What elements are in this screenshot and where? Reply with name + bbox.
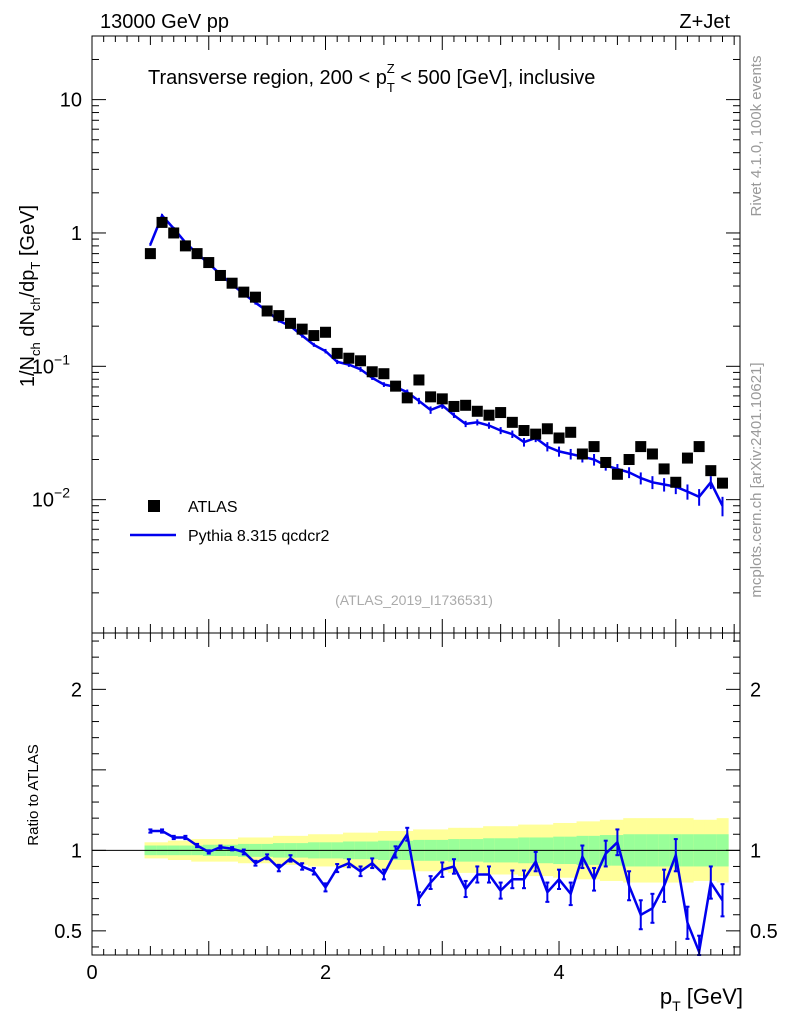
atlas-data-point [284,317,296,329]
main-panel: 10 1 10−1 10−2 Transverse region, 200 < pTZ… [17,35,741,634]
ratio-axis-ticks: 0.5 0.5 1 1 2 2 0 2 4 [54,633,778,984]
atlas-data-point [366,366,378,378]
header-left: 13000 GeV pp [100,11,229,33]
atlas-data-point [635,441,647,453]
atlas-data-point [541,423,553,435]
atlas-data-point [191,248,203,260]
x-axis-label: pT [GeV] [660,984,743,1014]
atlas-data-point [343,352,355,364]
atlas-data-point [460,399,472,411]
main-plot-area [144,213,728,517]
atlas-data-point [179,240,191,252]
atlas-data-point [600,456,612,468]
chart-title: Transverse region, 200 < pTZ < 500 [GeV]… [148,61,595,95]
ratio-panel: 0.5 0.5 1 1 2 2 0 2 4 Ratio to ATLAS pT [GeV] [25,632,778,1014]
atlas-data-point [273,310,285,322]
ratio-y-tick-label: 0.5 [54,921,82,943]
x-tick-label: 2 [320,962,331,984]
atlas-data-point [495,407,507,419]
atlas-data-point [670,476,682,488]
ratio-y-tick-label: 1 [71,840,82,862]
atlas-data-point [483,409,495,421]
atlas-data-point [518,425,530,437]
atlas-data-point [565,426,577,438]
atlas-data-point [506,416,518,428]
atlas-data-point [553,432,565,444]
atlas-data-point [716,477,728,489]
ratio-y-tick-label-right: 0.5 [750,921,778,943]
header-right: Z+Jet [679,11,730,33]
atlas-data-point [611,468,623,480]
atlas-data-point [471,405,483,417]
ratio-frame [91,632,741,956]
atlas-data-point [261,305,273,317]
legend-atlas-marker [148,500,160,512]
atlas-data-point [413,374,425,386]
mcplots-label: mcplots.cern.ch [arXiv:2401.10621] [748,362,765,597]
legend-mc-label: Pythia 8.315 qcdcr2 [188,528,330,545]
main-y-label: 1/Nch dNch/dpT [GeV] [17,205,43,387]
atlas-data-point [308,330,320,342]
main-axis-ticks: 10 1 10−1 10−2 [32,35,740,634]
atlas-data-point [530,428,542,440]
atlas-data-point [214,269,226,281]
y-tick-label: 1 [71,223,82,245]
x-tick-label: 4 [553,962,564,984]
y-tick-label: 10 [60,90,82,112]
atlas-data-point [623,454,635,466]
atlas-data-point [168,227,180,239]
atlas-data-point [425,391,437,403]
mc-series-line [149,213,724,507]
x-tick-label: 0 [86,962,97,984]
atlas-data-point [390,380,402,392]
atlas-data-point [226,277,238,289]
atlas-data-point [646,448,658,460]
ratio-y-tick-label-right: 2 [750,679,761,701]
atlas-data-point [203,257,215,269]
atlas-data-point [681,452,693,464]
atlas-data-point [156,216,168,228]
atlas-data-point [705,465,717,477]
analysis-label: (ATLAS_2019_I1736531) [335,592,493,608]
atlas-data-point [238,286,250,298]
atlas-data-point [576,448,588,460]
atlas-data-point [401,392,413,404]
atlas-data-point [296,323,308,335]
atlas-data-point [320,326,332,338]
ratio-y-label: Ratio to ATLAS [25,744,42,845]
y-tick-label: 10−2 [32,485,70,512]
ratio-plot-area [92,818,740,957]
atlas-data-point [378,368,390,380]
atlas-data-point [448,400,460,412]
atlas-data-point [693,441,705,453]
rivet-label: Rivet 4.1.0, 100k events [748,56,765,217]
ratio-y-tick-label-right: 1 [750,840,761,862]
atlas-data-point [331,347,343,359]
atlas-data-point [144,248,156,260]
atlas-data-point [658,463,670,475]
legend-atlas-label: ATLAS [188,499,238,516]
atlas-data-point [436,393,448,405]
legend: ATLAS Pythia 8.315 qcdcr2 [130,499,330,545]
atlas-data-point [355,355,367,367]
y-tick-label: 10−1 [32,351,70,378]
atlas-data-point [249,291,261,303]
atlas-data-point [588,441,600,453]
ratio-y-tick-label: 2 [71,679,82,701]
